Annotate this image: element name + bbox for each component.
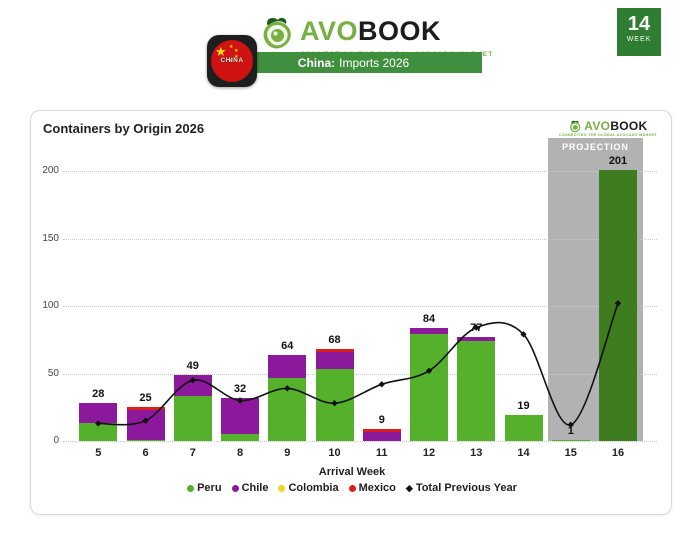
mini-logo-wordmark: AVOBOOK — [584, 119, 648, 133]
line-marker — [520, 331, 527, 338]
chart-legend: Peru Chile Colombia Mexico ◆ Total Previous Y… — [31, 482, 673, 494]
bar-segment-peru — [410, 334, 448, 441]
flag-label: CHINA — [220, 57, 244, 64]
gridline — [63, 171, 657, 172]
bar-segment-mexico — [362, 428, 401, 432]
report-banner: China: Imports 2026 — [225, 52, 482, 73]
y-axis-tick: 200 — [42, 165, 59, 176]
bar-segment-peru — [315, 369, 354, 441]
avocado-icon — [263, 17, 291, 49]
bar-segment-chile — [268, 354, 307, 378]
x-axis-tick: 7 — [189, 447, 196, 459]
bar-segment-peru — [173, 396, 212, 441]
x-axis-tick: 10 — [328, 447, 341, 459]
x-axis-tick: 12 — [422, 447, 436, 459]
china-flag-icon: ★ ★ ★ ★ ★ CHINA — [207, 35, 257, 87]
bar-segment-chile — [315, 351, 354, 370]
bar-total-label: 25 — [139, 392, 152, 405]
mini-avobook-logo: AVOBOOK CONNECTING THE GLOBAL AVOCADO MA… — [559, 119, 657, 137]
bar-segment-peru — [268, 377, 307, 441]
bar-segment-peru — [551, 439, 590, 441]
bar-segment-peru — [599, 169, 637, 441]
legend-dot — [348, 484, 356, 492]
bar-total-label: 68 — [328, 334, 341, 347]
legend-item-colombia: Colombia — [278, 482, 339, 494]
bar-segment-chile — [410, 327, 448, 335]
bar-segment-peru — [221, 434, 259, 441]
projection-label: PROJECTION — [562, 142, 629, 152]
x-axis-tick: 14 — [517, 447, 530, 459]
legend-item-peru: Peru — [187, 482, 222, 494]
bar-total-label: 84 — [422, 312, 436, 325]
bar-total-label: 32 — [233, 382, 247, 395]
bar-total-label: 77 — [470, 322, 483, 335]
legend-item-mexico: Mexico — [348, 482, 396, 494]
legend-item-total-previous-year: ◆ Total Previous Year — [406, 482, 517, 494]
plot-area: PROJECTION 0 50 100 150 200 28 5 25 6 49 7 32 8 64 9 68 1… — [31, 111, 671, 514]
chart-title: Containers by Origin 2026 — [43, 121, 205, 136]
banner-country: China: — [297, 55, 336, 70]
gridline — [63, 373, 657, 375]
y-axis-tick: 150 — [42, 232, 59, 244]
y-axis-tick: 100 — [42, 300, 59, 311]
bar-segment-mexico — [126, 407, 165, 410]
bar-total-label: 19 — [517, 400, 530, 413]
y-axis-tick: 0 — [53, 435, 59, 446]
bar-total-label: 64 — [281, 339, 294, 352]
legend-label: Chile — [241, 482, 269, 494]
bar-segment-chile — [126, 409, 165, 440]
bar-segment-chile — [79, 403, 118, 424]
legend-label: Total Previous Year — [415, 482, 517, 494]
bar-segment-chile — [362, 431, 401, 441]
bar-segment-peru — [457, 341, 496, 441]
x-axis-tick: 9 — [284, 447, 291, 459]
gridline — [63, 441, 657, 442]
bar-total-label: 9 — [378, 413, 385, 426]
bar-total-label: 201 — [608, 154, 628, 167]
x-axis-tick: 6 — [142, 447, 149, 459]
legend-dot — [231, 484, 239, 492]
x-axis-tick: 11 — [375, 447, 388, 459]
bar-total-label: 1 — [567, 424, 574, 437]
chart-card: Containers by Origin 2026 AVOBOOK CONNEC… — [30, 110, 672, 515]
bar-total-label: 49 — [186, 359, 199, 372]
x-axis-tick: 13 — [470, 447, 483, 459]
legend-dot — [187, 484, 195, 492]
flag-circle: ★ ★ ★ ★ ★ CHINA — [211, 40, 253, 82]
logo-wordmark: AVOBOOK — [300, 16, 442, 46]
legend-diamond-icon: ◆ — [405, 482, 413, 493]
x-axis-tick: 5 — [95, 447, 102, 459]
bar-segment-chile — [457, 337, 496, 342]
avocado-icon — [570, 120, 581, 132]
bar-segment-peru — [126, 439, 165, 441]
bar-segment-chile — [221, 397, 259, 435]
legend-label: Colombia — [288, 482, 339, 494]
legend-label: Peru — [197, 482, 222, 494]
gridline — [63, 306, 657, 307]
week-label: WEEK — [626, 36, 652, 43]
x-axis-tick: 8 — [236, 447, 244, 459]
gridline — [63, 238, 657, 240]
y-axis-tick: 50 — [47, 367, 59, 379]
week-number: 14 — [627, 13, 651, 35]
x-axis-tick: 15 — [564, 447, 577, 459]
bar-total-label: 28 — [92, 388, 105, 401]
legend-dot — [278, 484, 286, 492]
mini-logo-tagline: CONNECTING THE GLOBAL AVOCADO MARKET — [558, 133, 657, 137]
bar-segment-peru — [504, 415, 543, 441]
x-axis-title: Arrival Week — [318, 466, 386, 478]
bar-segment-mexico — [315, 349, 354, 352]
week-badge: 14 WEEK — [617, 8, 661, 56]
banner-subtitle: Imports 2026 — [339, 55, 410, 70]
legend-item-chile: Chile — [231, 482, 269, 494]
x-axis-tick: 16 — [611, 447, 625, 459]
bar-segment-peru — [79, 423, 118, 441]
bar-segment-chile — [173, 374, 212, 397]
line-marker — [378, 381, 385, 388]
legend-label: Mexico — [358, 482, 396, 494]
